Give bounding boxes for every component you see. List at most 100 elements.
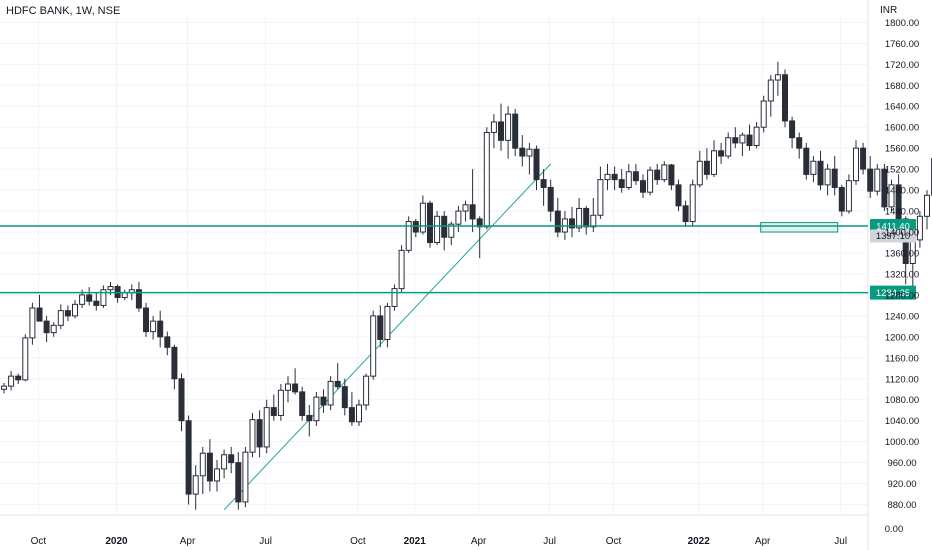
levels-layer[interactable]: 1411.40 1284.35 1397.10 xyxy=(0,219,916,300)
x-tick-label: 2021 xyxy=(404,536,427,547)
candle-down xyxy=(867,168,874,192)
y-tick-label: 1080.00 xyxy=(885,395,919,406)
y-tick-label: 1240.00 xyxy=(885,311,919,322)
y-tick-label: 1320.00 xyxy=(885,269,919,280)
candle-down xyxy=(881,168,888,208)
candle-down xyxy=(15,375,22,381)
candle-up xyxy=(356,404,362,423)
candle-up xyxy=(277,389,284,416)
y-tick-label: 920.00 xyxy=(887,479,916,490)
y-tick-label: 1000.00 xyxy=(885,437,919,448)
candle-up xyxy=(490,121,497,133)
candle-up xyxy=(874,168,881,192)
candle-up xyxy=(313,396,320,422)
candle-up xyxy=(242,451,249,503)
candle-up xyxy=(363,375,370,406)
candle-up xyxy=(263,407,270,448)
candle-down xyxy=(206,452,213,482)
candle-up xyxy=(647,169,654,193)
candle-down xyxy=(682,205,689,223)
y-tick-label: 1480.00 xyxy=(885,186,919,197)
candle-up xyxy=(725,137,732,157)
y-tick-label: 1720.00 xyxy=(885,60,919,71)
x-tick-label: Jul xyxy=(834,536,847,547)
candle-down xyxy=(43,320,50,334)
candle-up xyxy=(526,148,533,157)
candle-down xyxy=(377,315,384,340)
candle-down xyxy=(157,320,164,338)
candle-up xyxy=(192,475,199,495)
y-tick-label: 1280.00 xyxy=(885,290,919,301)
candle-up xyxy=(72,303,78,317)
x-tick-label: Apr xyxy=(180,536,196,547)
candle-down xyxy=(178,378,185,422)
y-tick-label: 1520.00 xyxy=(885,165,919,176)
zone-rect[interactable] xyxy=(760,222,839,233)
candle-down xyxy=(469,204,476,220)
candle-down xyxy=(143,307,149,333)
x-tick-label: Apr xyxy=(755,536,771,547)
candle-down xyxy=(164,336,171,348)
candle-down xyxy=(668,164,675,186)
candle-down xyxy=(569,218,575,229)
x-tick-label: Jul xyxy=(543,536,556,547)
candle-up xyxy=(845,180,852,212)
candle-up xyxy=(590,214,597,228)
candle-up xyxy=(888,184,895,208)
candle-up xyxy=(199,452,206,477)
y-tick-label: 1400.00 xyxy=(885,228,919,239)
candle-up xyxy=(455,210,462,225)
candle-down xyxy=(86,294,93,302)
candle-up xyxy=(689,184,696,223)
chart-title: HDFC BANK, 1W, NSE xyxy=(6,5,121,17)
candle-up xyxy=(121,292,128,299)
candle-down xyxy=(270,407,277,416)
candle-down xyxy=(533,148,540,181)
candle-up xyxy=(696,160,703,186)
currency-label: INR xyxy=(880,5,898,16)
level-label: 1411.40 xyxy=(876,222,910,233)
candle-down xyxy=(540,179,547,188)
candle-up xyxy=(391,288,398,307)
candle-up xyxy=(767,79,774,102)
candle-down xyxy=(640,180,646,193)
candle-down xyxy=(135,289,142,309)
grid-lines xyxy=(0,0,869,550)
candle-up xyxy=(50,324,57,334)
zone-layer[interactable] xyxy=(760,222,839,233)
candle-down xyxy=(796,137,803,149)
candle-up xyxy=(853,147,859,182)
candle-down xyxy=(171,346,178,380)
candle-down xyxy=(583,207,590,228)
candle-up xyxy=(29,307,36,339)
candle-down xyxy=(64,310,71,317)
candle-up xyxy=(22,337,29,381)
candle-down xyxy=(498,121,504,141)
candle-down xyxy=(654,169,661,181)
candle-down xyxy=(235,462,242,503)
candle-up xyxy=(739,134,746,144)
candle-up xyxy=(100,289,107,306)
candle-down xyxy=(838,186,845,212)
x-axis[interactable]: Oct 2020 Apr Jul Oct 2021 Apr Jul Oct 2022 Apr Jul xyxy=(31,536,847,547)
candle-down xyxy=(348,407,355,423)
candle-down xyxy=(93,300,100,306)
candle-down xyxy=(306,414,313,422)
y-tick-label: 960.00 xyxy=(887,458,916,469)
y-tick-label: 1800.00 xyxy=(885,18,919,29)
candle-up xyxy=(774,74,781,81)
y-tick-label: 1760.00 xyxy=(885,39,919,50)
candle-down xyxy=(334,380,341,388)
candle-down xyxy=(618,179,625,188)
candle-up xyxy=(924,194,930,217)
candles-layer xyxy=(1,61,932,510)
candle-down xyxy=(512,113,519,149)
y-zero-label: 0.00 xyxy=(885,524,904,535)
candle-up xyxy=(824,168,831,186)
y-axis[interactable]: 1800.00 1760.00 1720.00 1680.00 1640.00 1600.… xyxy=(885,18,919,535)
candle-down xyxy=(831,168,838,188)
last-price-label-bg xyxy=(870,229,916,243)
candle-up xyxy=(285,383,291,391)
last-price-label: 1397.10 xyxy=(876,231,910,242)
